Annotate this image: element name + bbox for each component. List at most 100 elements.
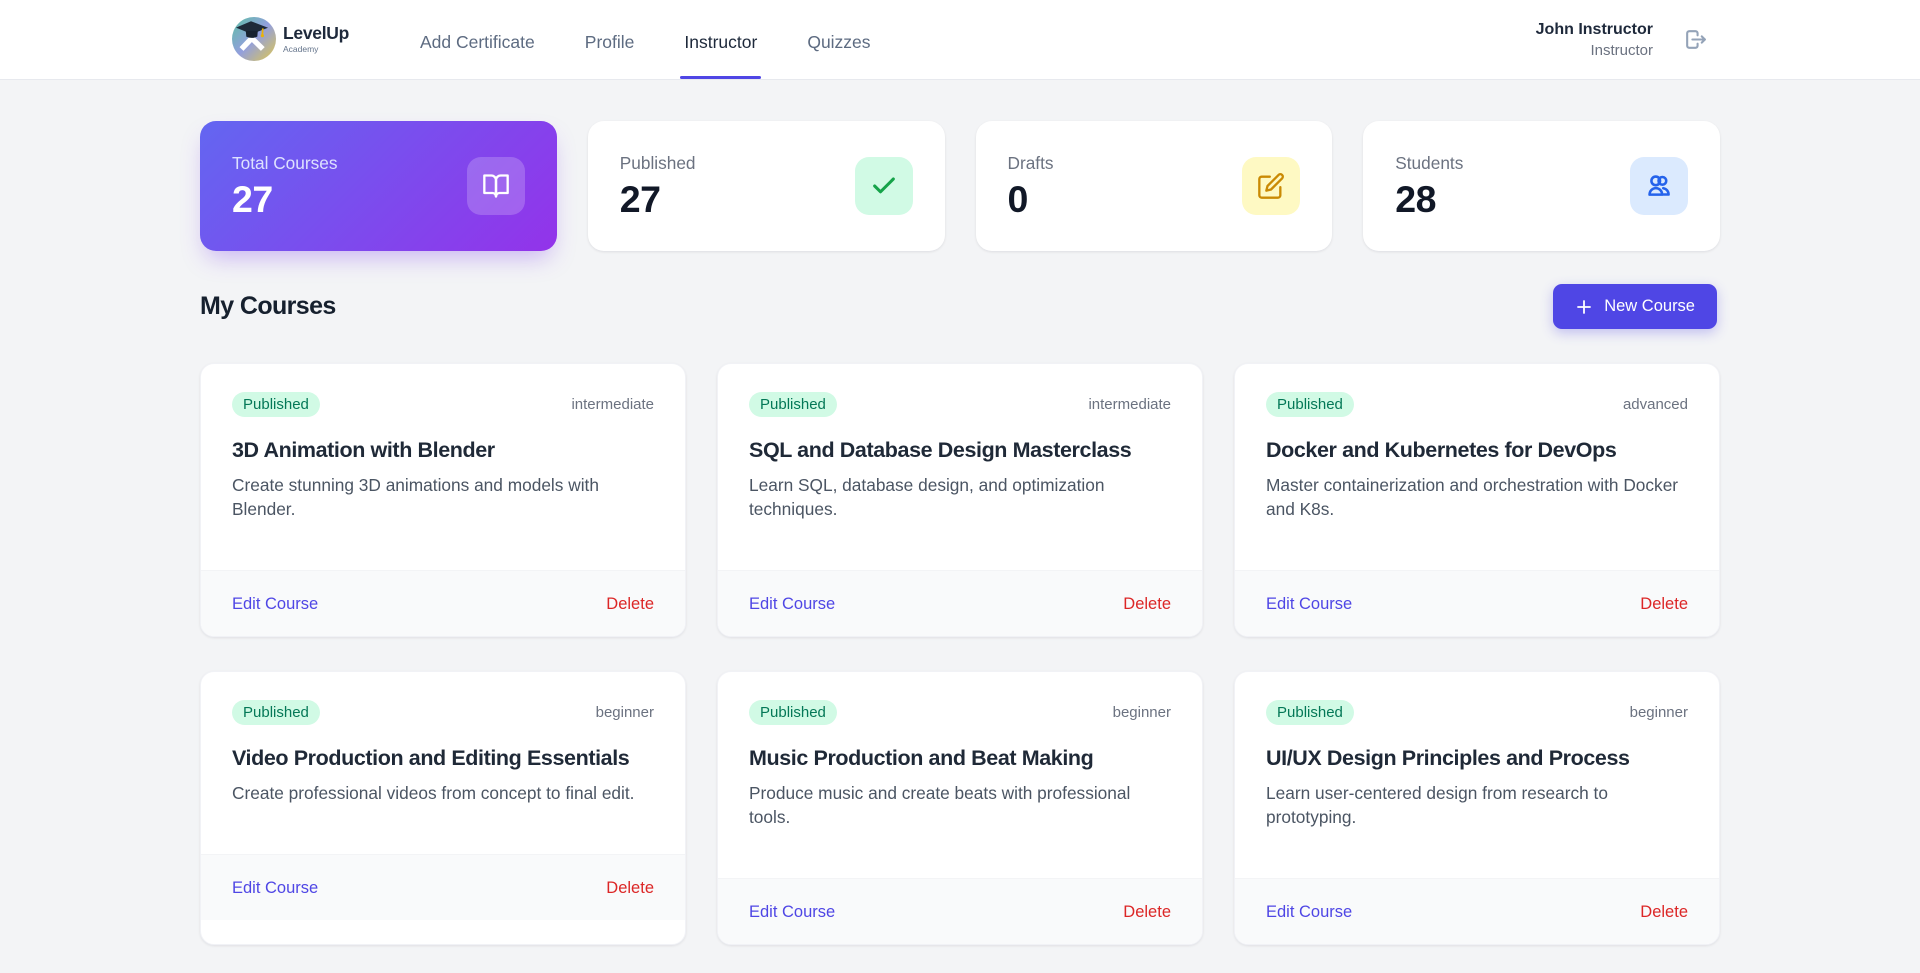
courses-grid: Published intermediate 3D Animation with… <box>200 363 1720 945</box>
edit-course-link[interactable]: Edit Course <box>1266 902 1353 921</box>
plus-icon <box>1577 299 1592 314</box>
delete-course-link[interactable]: Delete <box>1123 902 1171 921</box>
edit-icon <box>1258 173 1285 199</box>
course-title: Docker and Kubernetes for DevOps <box>1266 438 1617 462</box>
edit-course-link[interactable]: Edit Course <box>749 594 836 613</box>
stat-text: Total Courses 27 <box>232 152 337 220</box>
delete-course-link[interactable]: Delete <box>1640 902 1688 921</box>
level-label: beginner <box>1629 704 1688 721</box>
header-spacer <box>871 0 1536 79</box>
delete-course-link[interactable]: Delete <box>1123 594 1171 613</box>
course-title: UI/UX Design Principles and Process <box>1266 746 1630 770</box>
stat-value: 0 <box>1007 178 1029 220</box>
course-description: Create professional videos from concept … <box>232 783 635 803</box>
users-icon <box>1648 175 1670 196</box>
delete-course-link[interactable]: Delete <box>606 878 654 897</box>
delete-course-link[interactable]: Delete <box>606 594 654 613</box>
course-description: Learn user-centered design from research… <box>1266 783 1608 827</box>
header: LevelUp Academy Add Certificate Profile … <box>0 0 1920 80</box>
badge-row: Published intermediate <box>232 392 654 417</box>
course-card: Published advanced Docker and Kubernetes… <box>1234 363 1720 637</box>
stat-card-published: Published 27 <box>587 121 945 251</box>
book-open-icon <box>482 174 509 198</box>
brand-text: LevelUp Academy <box>282 23 349 55</box>
course-footer: Edit Course Delete <box>718 570 1202 636</box>
course-card: Published beginner Video Production and … <box>200 671 686 945</box>
badge-row: Published beginner <box>1266 700 1688 725</box>
level-label: beginner <box>595 704 654 721</box>
stat-icon-chip <box>854 157 913 215</box>
brand-logo-group[interactable]: LevelUp Academy <box>232 0 349 79</box>
course-description: Learn SQL, database design, and optimiza… <box>749 475 1105 519</box>
nav-instructor[interactable]: Instructor <box>680 0 762 79</box>
course-card: Published beginner UI/UX Design Principl… <box>1234 671 1720 945</box>
levelup-logo-icon <box>232 16 276 61</box>
stat-card-drafts: Drafts 0 <box>975 121 1333 251</box>
course-title: Video Production and Editing Essentials <box>232 746 630 770</box>
status-badge: Published <box>232 392 320 417</box>
course-card: Published intermediate 3D Animation with… <box>200 363 686 637</box>
course-description: Master containerization and orchestratio… <box>1266 475 1679 519</box>
delete-course-link[interactable]: Delete <box>1640 594 1688 613</box>
stat-value: 27 <box>619 178 661 220</box>
badge-row: Published intermediate <box>749 392 1171 417</box>
edit-course-link[interactable]: Edit Course <box>749 902 836 921</box>
page-title: My Courses <box>200 292 336 320</box>
logout-icon <box>1686 30 1706 49</box>
nav-quizzes[interactable]: Quizzes <box>807 31 871 52</box>
course-body: Published advanced Docker and Kubernetes… <box>1235 364 1719 570</box>
course-card: Published beginner Music Production and … <box>717 671 1203 945</box>
course-footer: Edit Course Delete <box>201 570 685 636</box>
user-name: John Instructor <box>1535 21 1653 38</box>
nav-profile[interactable]: Profile <box>584 31 635 52</box>
course-body: Published beginner Video Production and … <box>201 672 685 854</box>
course-description: Create stunning 3D animations and models… <box>232 475 599 519</box>
badge-row: Published advanced <box>1266 392 1688 417</box>
stat-card-students: Students 28 <box>1363 121 1720 251</box>
course-footer: Edit Course Delete <box>1235 878 1719 944</box>
stat-text: Drafts 0 <box>1008 152 1054 220</box>
course-body: Published intermediate 3D Animation with… <box>201 364 685 570</box>
course-body: Published beginner UI/UX Design Principl… <box>1235 672 1719 878</box>
stat-icon-chip <box>1630 157 1688 215</box>
course-footer: Edit Course Delete <box>201 854 685 920</box>
status-badge: Published <box>1266 700 1354 725</box>
stat-card-total-courses: Total Courses 27 <box>200 121 557 251</box>
main-nav: Add Certificate Profile Instructor Quizz… <box>420 0 871 79</box>
level-label: intermediate <box>571 396 654 413</box>
course-title: Music Production and Beat Making <box>749 746 1094 770</box>
stat-icon-chip <box>1242 157 1301 215</box>
course-description: Produce music and create beats with prof… <box>749 783 1131 827</box>
stats-grid: Total Courses 27 Published 27 <box>200 80 1720 251</box>
nav-add-certificate[interactable]: Add Certificate <box>419 31 535 52</box>
status-badge: Published <box>749 700 837 725</box>
badge-row: Published beginner <box>232 700 654 725</box>
level-label: beginner <box>1112 704 1171 721</box>
status-badge: Published <box>749 392 837 417</box>
stat-label: Students <box>1395 153 1464 173</box>
header-inner: LevelUp Academy Add Certificate Profile … <box>200 0 1720 79</box>
brand-name: LevelUp <box>283 22 349 43</box>
stat-label: Total Courses <box>232 153 338 173</box>
course-footer: Edit Course Delete <box>1235 570 1719 636</box>
new-course-button[interactable]: New Course <box>1553 284 1717 329</box>
edit-course-link[interactable]: Edit Course <box>1266 594 1353 613</box>
course-title: SQL and Database Design Masterclass <box>749 438 1132 462</box>
stat-icon-chip <box>466 157 525 215</box>
stat-label: Published <box>619 153 696 173</box>
brand-tagline: Academy <box>283 43 319 54</box>
level-label: intermediate <box>1088 396 1171 413</box>
badge-row: Published beginner <box>749 700 1171 725</box>
course-footer: Edit Course Delete <box>718 878 1202 944</box>
status-badge: Published <box>1266 392 1354 417</box>
logout-button[interactable] <box>1679 0 1712 79</box>
status-badge: Published <box>232 700 320 725</box>
check-icon <box>872 177 895 194</box>
edit-course-link[interactable]: Edit Course <box>232 878 319 897</box>
level-label: advanced <box>1622 396 1688 413</box>
course-body: Published beginner Music Production and … <box>718 672 1202 878</box>
course-body: Published intermediate SQL and Database … <box>718 364 1202 570</box>
edit-course-link[interactable]: Edit Course <box>232 594 319 613</box>
new-course-label: New Course <box>1604 297 1695 315</box>
stat-text: Published 27 <box>620 152 696 220</box>
